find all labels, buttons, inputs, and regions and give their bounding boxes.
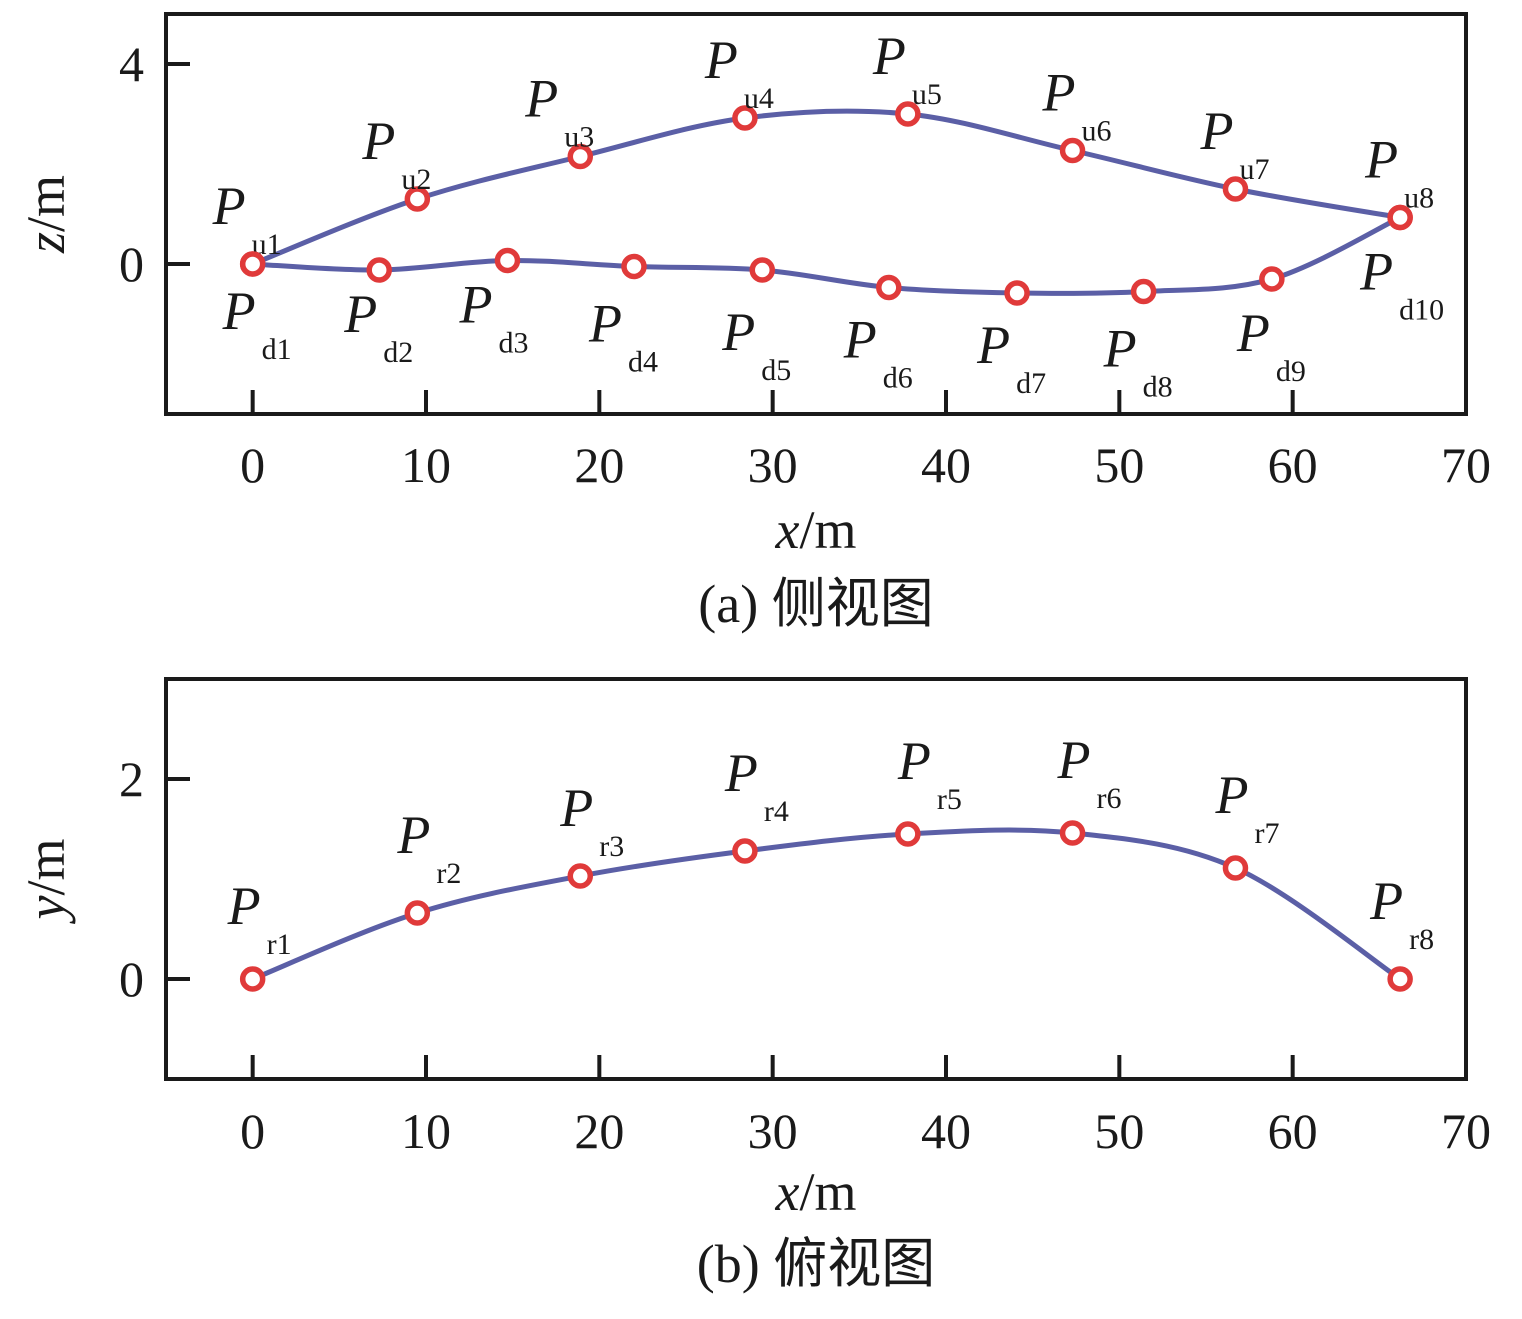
point-label: Pd7 bbox=[976, 315, 1046, 400]
x-tick-label: 50 bbox=[1094, 437, 1144, 493]
point-label: Pu5 bbox=[872, 26, 942, 111]
x-tick-label: 0 bbox=[240, 437, 265, 493]
data-point-marker bbox=[1387, 204, 1413, 231]
point-label: Pu3 bbox=[524, 69, 594, 154]
point-label: Pd9 bbox=[1236, 303, 1306, 388]
point-label: Pu7 bbox=[1199, 101, 1269, 186]
x-tick-label: 10 bbox=[401, 437, 451, 493]
y-tick-label: 0 bbox=[119, 236, 144, 292]
data-point-marker bbox=[1130, 278, 1157, 305]
data-point-marker bbox=[1387, 966, 1413, 992]
point-label: Pd10 bbox=[1359, 242, 1444, 327]
point-label: Pd3 bbox=[458, 275, 528, 360]
x-tick-label: 60 bbox=[1268, 1103, 1318, 1159]
point-label: Pr3 bbox=[559, 778, 624, 863]
point-label: Pd6 bbox=[843, 310, 913, 395]
point-label: Pr8 bbox=[1369, 871, 1434, 956]
data-point-marker bbox=[1004, 280, 1030, 306]
x-tick-label: 0 bbox=[240, 1103, 265, 1159]
data-point-marker bbox=[732, 105, 758, 131]
point-label: Pu8 bbox=[1364, 130, 1434, 215]
plot-frame bbox=[164, 677, 1468, 1081]
panel-caption: (a) 侧视图 bbox=[698, 574, 933, 634]
data-point-marker bbox=[1222, 176, 1249, 202]
x-tick-label: 70 bbox=[1441, 1103, 1491, 1159]
x-tick-label: 70 bbox=[1441, 437, 1491, 493]
data-point-marker bbox=[876, 274, 902, 301]
x-tick-label: 20 bbox=[574, 437, 624, 493]
plot-frame bbox=[164, 12, 1468, 416]
y-tick-label: 0 bbox=[119, 951, 144, 1007]
series-line bbox=[250, 108, 1403, 267]
x-axis-title: x/m bbox=[775, 1162, 857, 1222]
x-tick-label: 30 bbox=[748, 437, 798, 493]
data-point-marker bbox=[895, 821, 921, 847]
data-point-marker bbox=[621, 253, 647, 280]
top-view-panel: 0 10 20 30 40 50 60 70 0 2 x/m y/m (b) 俯视图 Pr1 Pr2 Pr3 P… bbox=[16, 677, 1491, 1294]
data-point-marker bbox=[732, 838, 758, 864]
data-point-marker bbox=[404, 186, 431, 212]
panel-caption: (b) 俯视图 bbox=[697, 1234, 935, 1294]
side-view-panel: 0 10 20 30 40 50 60 70 0 4 x/m z/m (a) 侧视图 Pu1 Pu2 Pu3 P… bbox=[16, 12, 1491, 634]
point-label: Pr6 bbox=[1057, 730, 1122, 815]
y-axis-title: z/m bbox=[16, 175, 76, 254]
data-point-marker bbox=[567, 143, 594, 170]
data-point-marker bbox=[895, 101, 921, 127]
point-label: Pd4 bbox=[588, 294, 658, 379]
point-label: Pu1 bbox=[212, 176, 282, 261]
point-label: Pr4 bbox=[724, 743, 789, 828]
point-label: Pr2 bbox=[396, 805, 461, 890]
x-tick-label: 30 bbox=[748, 1103, 798, 1159]
data-point-marker bbox=[239, 251, 266, 277]
point-label: Pd8 bbox=[1103, 319, 1173, 404]
point-label: Pu4 bbox=[704, 30, 774, 115]
series-line bbox=[250, 215, 1403, 296]
point-label: Pr7 bbox=[1214, 765, 1279, 850]
data-point-marker bbox=[239, 966, 266, 992]
point-label: Pd2 bbox=[343, 284, 413, 369]
y-tick-label: 4 bbox=[119, 36, 144, 92]
y-axis-title: y/m bbox=[16, 839, 76, 925]
data-point-marker bbox=[567, 863, 594, 889]
point-label: Pr5 bbox=[897, 731, 962, 816]
x-tick-label: 50 bbox=[1094, 1103, 1144, 1159]
data-point-marker bbox=[749, 257, 776, 283]
x-tick-label: 40 bbox=[921, 437, 971, 493]
x-tick-label: 10 bbox=[401, 1103, 451, 1159]
x-tick-label: 20 bbox=[574, 1103, 624, 1159]
point-label: Pu2 bbox=[361, 111, 431, 196]
data-point-marker bbox=[1059, 137, 1086, 164]
x-tick-label: 40 bbox=[921, 1103, 971, 1159]
data-point-marker bbox=[1259, 266, 1285, 292]
data-point-marker bbox=[494, 247, 521, 274]
data-point-marker bbox=[1059, 820, 1086, 846]
point-label: Pd1 bbox=[222, 281, 292, 366]
point-label: Pu6 bbox=[1042, 63, 1112, 148]
data-point-marker bbox=[404, 900, 431, 926]
point-label: Pd5 bbox=[721, 302, 791, 387]
y-tick-label: 2 bbox=[119, 751, 144, 807]
x-tick-label: 60 bbox=[1268, 437, 1318, 493]
data-point-marker bbox=[1222, 855, 1249, 881]
point-label: Pr1 bbox=[227, 876, 292, 961]
x-axis-title: x/m bbox=[775, 500, 857, 560]
data-point-marker bbox=[366, 257, 392, 283]
